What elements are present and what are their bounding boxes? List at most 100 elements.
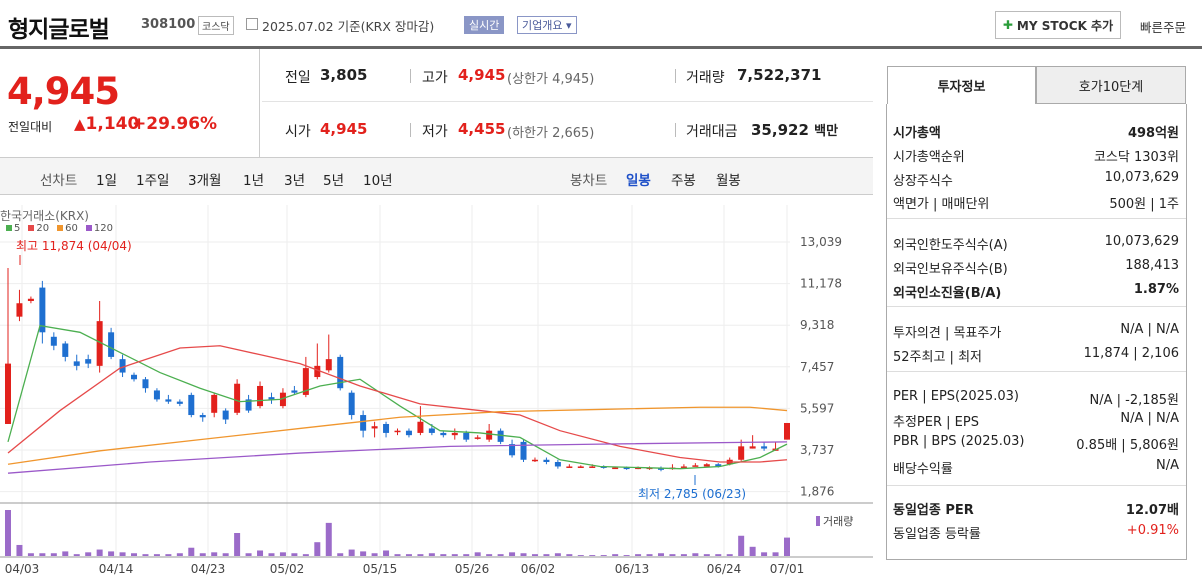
- header-divider: [0, 46, 1202, 49]
- candle-chart-label: 봉차트: [570, 173, 608, 189]
- y-tick-label: 7,457: [800, 360, 834, 374]
- candle: [131, 374, 138, 380]
- candle: [142, 379, 149, 389]
- info-row: 외국인소진율(B/A) 1.87%: [893, 282, 1179, 301]
- candle: [784, 422, 790, 440]
- info-value: 188,413: [1125, 258, 1179, 273]
- candle-weekly[interactable]: 주봉: [671, 173, 696, 189]
- company-overview-button[interactable]: 기업개요 ▾: [517, 16, 577, 34]
- tab-orderbook[interactable]: 호가10단계: [1036, 66, 1186, 104]
- candle: [509, 444, 516, 456]
- period-3m[interactable]: 3개월: [188, 173, 222, 189]
- candle: [474, 437, 481, 439]
- info-row: 시가총액순위 코스닥 1303위: [893, 146, 1179, 165]
- period-10y[interactable]: 10년: [363, 173, 393, 189]
- prev-label: 전일: [285, 70, 311, 86]
- y-tick-label: 3,737: [800, 443, 834, 457]
- volume-bar: [188, 547, 195, 556]
- high-annotation: 최고 11,874 (04/04): [16, 239, 132, 253]
- volume-bar: [738, 535, 745, 556]
- candle: [577, 466, 584, 468]
- period-1w[interactable]: 1주일: [136, 173, 170, 189]
- price-chart[interactable]: 13,039 11,178 9,318 7,457 5,597 3,737 1,876 04/…: [0, 195, 873, 578]
- current-price: 4,945: [7, 70, 120, 113]
- tab-investment-info[interactable]: 투자정보: [887, 66, 1036, 104]
- volume-bar: [692, 553, 699, 556]
- volume-bar: [405, 554, 412, 556]
- volume-bar: [85, 552, 92, 556]
- info-value: N/A | -2,185원: [1089, 393, 1179, 408]
- candle: [211, 394, 218, 413]
- x-tick-label: 06/24: [707, 562, 742, 576]
- volume-bar: [589, 555, 596, 556]
- period-1y[interactable]: 1년: [243, 173, 265, 189]
- candle: [749, 446, 756, 449]
- volume-value: 7,522,371: [737, 66, 822, 84]
- volume-bar: [96, 549, 103, 556]
- period-1d[interactable]: 1일: [96, 173, 118, 189]
- volume-bar: [761, 552, 768, 556]
- candle: [27, 298, 34, 302]
- candle-daily[interactable]: 일봉: [626, 173, 651, 189]
- candle: [85, 359, 92, 364]
- candle: [589, 466, 596, 468]
- period-3y[interactable]: 3년: [284, 173, 306, 189]
- amount-value: 35,922 백만: [751, 121, 839, 139]
- change-percent: +29.96%: [132, 114, 218, 134]
- candle-monthly[interactable]: 월봉: [716, 173, 741, 189]
- candle: [245, 399, 252, 411]
- x-tick-label: 05/15: [363, 562, 398, 576]
- volume-bar: [543, 554, 550, 556]
- info-value: 12.07배: [1125, 503, 1179, 518]
- y-tick-label: 13,039: [800, 235, 842, 249]
- info-row: 시가총액 498억원: [893, 122, 1179, 141]
- candle: [451, 432, 458, 436]
- volume-bar: [325, 522, 332, 556]
- realtime-button[interactable]: 실시간: [464, 16, 505, 34]
- candle: [623, 467, 630, 470]
- volume-bar: [749, 546, 756, 556]
- info-value: N/A | N/A: [1120, 322, 1179, 337]
- volume-bar: [142, 554, 149, 556]
- volume-bar: [268, 553, 275, 556]
- candle: [222, 410, 229, 420]
- candle: [188, 394, 195, 416]
- info-row: 상장주식수 10,073,629: [893, 170, 1179, 189]
- open-label: 시가: [285, 124, 311, 140]
- volume-bar: [680, 554, 687, 556]
- volume-bar: [784, 537, 790, 556]
- volume-bar: [50, 553, 57, 556]
- volume-bar: [497, 554, 504, 556]
- amount-label: 거래대금: [686, 124, 738, 140]
- quick-order-button[interactable]: 빠른주문: [1140, 20, 1187, 35]
- line-chart-label: 선차트: [40, 173, 78, 189]
- volume-bar: [5, 510, 11, 556]
- volume-bar: [279, 552, 286, 556]
- volume-bar: [314, 542, 321, 556]
- info-row: 52주최고 | 최저 11,874 | 2,106: [893, 346, 1179, 365]
- candle: [176, 401, 183, 404]
- candle: [291, 390, 298, 393]
- volume-bar: [486, 554, 493, 556]
- my-stock-add-button[interactable]: ✚ MY STOCK 추가: [995, 11, 1121, 39]
- x-tick-label: 05/02: [270, 562, 305, 576]
- info-key: 시가총액순위: [893, 150, 965, 165]
- plus-icon: ✚: [1002, 18, 1013, 32]
- volume-bar: [383, 550, 390, 556]
- volume-bar: [417, 554, 424, 556]
- volume-bar: [623, 555, 630, 556]
- volume-bar: [62, 551, 69, 556]
- candle: [417, 421, 424, 433]
- candle: [566, 466, 573, 468]
- volume-bar: [635, 554, 642, 556]
- ma-legend-60: 60: [57, 223, 78, 234]
- volume-bar: [428, 553, 435, 556]
- volume-bar: [566, 554, 573, 556]
- investment-info-panel: [886, 104, 1187, 560]
- volume-bar: [337, 553, 344, 556]
- info-divider: [887, 306, 1186, 307]
- ma-legend-120: 120: [85, 223, 113, 234]
- period-5y[interactable]: 5년: [323, 173, 345, 189]
- candle: [337, 356, 344, 389]
- candle: [348, 392, 355, 416]
